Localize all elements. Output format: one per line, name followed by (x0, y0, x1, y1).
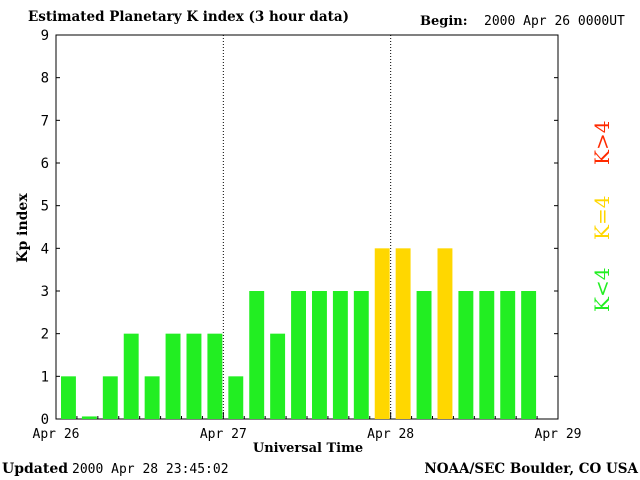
legend-k-above-4: K>4 (590, 120, 614, 165)
y-tick-label: 3 (41, 284, 49, 300)
kp-bar (123, 333, 139, 419)
kp-bar (102, 376, 118, 419)
kp-bar (353, 291, 369, 419)
kp-bar (395, 248, 411, 419)
y-tick-label: 0 (41, 412, 49, 428)
x-tick-label: Apr 28 (367, 427, 414, 442)
kp-bar (81, 416, 97, 419)
kp-bar (500, 291, 516, 419)
kp-bar (416, 291, 432, 419)
kp-bar (228, 376, 244, 419)
kp-bar (458, 291, 474, 419)
y-tick-label: 6 (41, 156, 49, 172)
updated-label: Updated (2, 461, 69, 477)
y-tick-label: 9 (41, 28, 49, 44)
x-axis-label: Universal Time (253, 441, 363, 456)
x-tick-label: Apr 27 (200, 427, 247, 442)
kp-bar (186, 333, 202, 419)
kp-bar (291, 291, 306, 419)
y-tick-label: 1 (41, 369, 49, 385)
credit-text: NOAA/SEC Boulder, CO USA (424, 461, 638, 477)
chart-title: Estimated Planetary K index (3 hour data… (28, 9, 349, 25)
x-axis-ticks: Apr 26 Apr 27 Apr 28 Apr 29 (33, 412, 582, 442)
kp-bar (332, 291, 348, 419)
kp-bar (144, 376, 160, 419)
kp-bar (270, 333, 286, 419)
y-tick-label: 7 (41, 113, 49, 129)
y-axis-ticks: 0 1 2 3 4 5 6 7 8 9 (41, 28, 558, 428)
x-tick-label: Apr 26 (33, 427, 80, 442)
y-tick-label: 5 (41, 199, 49, 215)
y-axis-label: Kp index (15, 193, 31, 263)
legend-k-below-4: K<4 (590, 267, 614, 312)
y-tick-label: 2 (41, 327, 49, 343)
kp-bar (374, 248, 390, 419)
kp-bar (479, 291, 495, 419)
legend-k-equal-4: K=4 (590, 195, 614, 240)
kp-bar (207, 333, 223, 419)
begin-label: Begin: (420, 14, 468, 29)
kp-bar (521, 291, 537, 419)
kp-bar (165, 333, 181, 419)
kp-bar (437, 248, 453, 419)
begin-value: 2000 Apr 26 0000UT (484, 14, 625, 29)
plot-frame (55, 34, 559, 420)
kp-bar (312, 291, 327, 419)
kp-bar (61, 376, 76, 419)
x-tick-label: Apr 29 (535, 427, 582, 442)
y-tick-label: 4 (41, 241, 49, 257)
kp-bar (249, 291, 265, 419)
day-dividers (222, 35, 392, 419)
updated-value: 2000 Apr 28 23:45:02 (72, 462, 229, 477)
bars (61, 248, 537, 419)
y-tick-label: 8 (41, 71, 49, 87)
